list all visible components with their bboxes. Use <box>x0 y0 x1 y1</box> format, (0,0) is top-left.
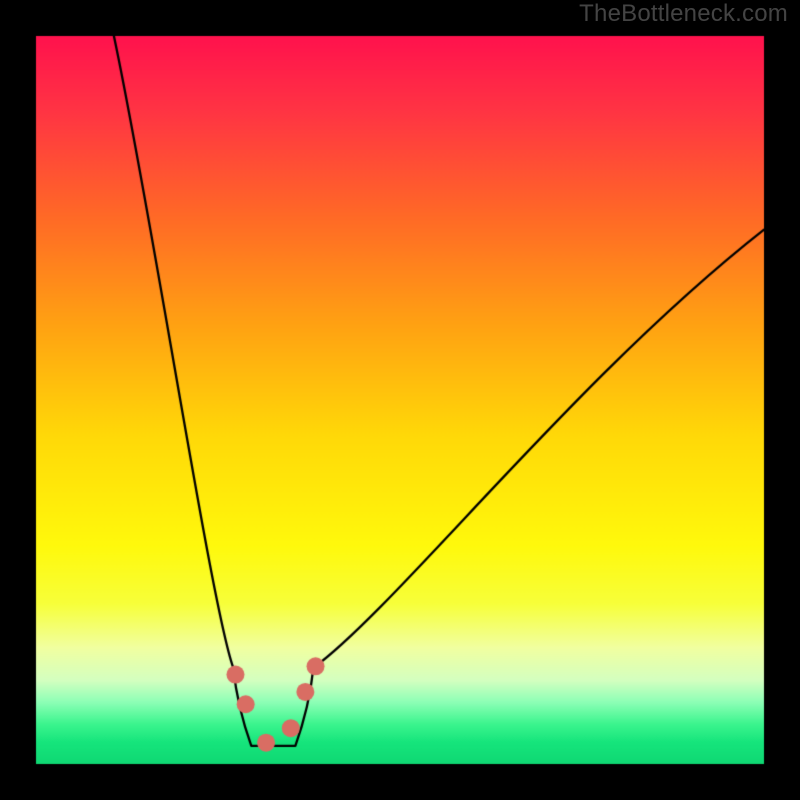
watermark-text: TheBottleneck.com <box>579 0 788 28</box>
chart-stage: TheBottleneck.com <box>0 0 800 800</box>
bottleneck-chart-canvas <box>0 0 800 800</box>
